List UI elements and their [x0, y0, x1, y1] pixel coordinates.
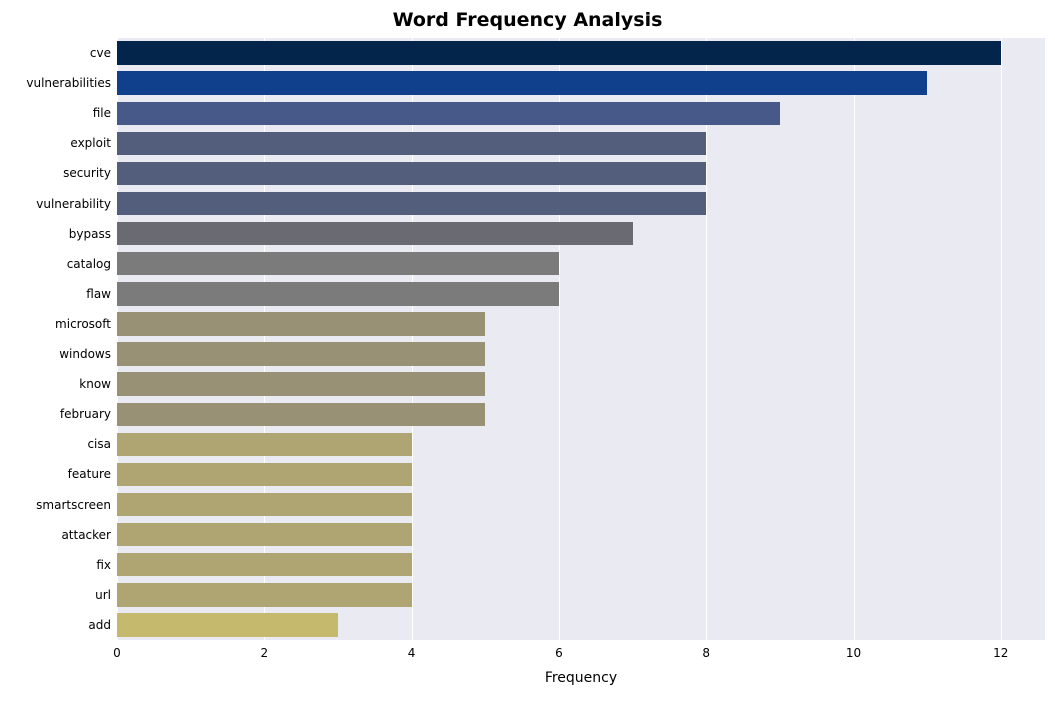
bar: [117, 282, 559, 305]
x-tick-label: 8: [686, 646, 726, 660]
y-tick-label: microsoft: [55, 317, 111, 331]
y-tick-label: bypass: [69, 227, 111, 241]
bar: [117, 132, 706, 155]
bar: [117, 433, 412, 456]
bar: [117, 523, 412, 546]
bar: [117, 403, 485, 426]
gridline: [412, 38, 413, 640]
gridline: [117, 38, 118, 640]
bar: [117, 372, 485, 395]
bar: [117, 41, 1001, 64]
y-tick-label: smartscreen: [36, 498, 111, 512]
x-tick-label: 0: [97, 646, 137, 660]
y-tick-label: attacker: [61, 528, 111, 542]
bar: [117, 71, 927, 94]
plot-area: [117, 38, 1045, 640]
gridline: [854, 38, 855, 640]
bar: [117, 192, 706, 215]
y-tick-label: vulnerabilities: [26, 76, 111, 90]
y-tick-label: add: [88, 618, 111, 632]
x-tick-label: 2: [244, 646, 284, 660]
bar: [117, 162, 706, 185]
bar: [117, 463, 412, 486]
bar: [117, 583, 412, 606]
y-tick-label: exploit: [70, 136, 111, 150]
gridline: [264, 38, 265, 640]
gridline: [1001, 38, 1002, 640]
bar: [117, 613, 338, 636]
y-tick-label: fix: [96, 558, 111, 572]
y-tick-label: windows: [59, 347, 111, 361]
bar: [117, 252, 559, 275]
y-tick-label: security: [63, 166, 111, 180]
x-tick-label: 10: [834, 646, 874, 660]
y-tick-label: url: [95, 588, 111, 602]
y-tick-label: catalog: [67, 257, 111, 271]
y-tick-label: know: [79, 377, 111, 391]
x-axis-label: Frequency: [117, 670, 1045, 686]
y-tick-label: file: [93, 106, 111, 120]
bar: [117, 312, 485, 335]
x-tick-label: 4: [392, 646, 432, 660]
bar: [117, 493, 412, 516]
x-tick-label: 12: [981, 646, 1021, 660]
bar: [117, 222, 633, 245]
y-tick-label: feature: [68, 467, 111, 481]
gridline: [559, 38, 560, 640]
gridline: [706, 38, 707, 640]
y-tick-label: cve: [90, 46, 111, 60]
y-tick-label: cisa: [87, 437, 111, 451]
y-tick-label: vulnerability: [36, 197, 111, 211]
y-tick-label: flaw: [86, 287, 111, 301]
x-tick-label: 6: [539, 646, 579, 660]
chart-figure: Word Frequency Analysis Frequency 0 2 4 6 8 1…: [0, 0, 1055, 701]
y-tick-label: february: [60, 407, 111, 421]
bar: [117, 342, 485, 365]
chart-title: Word Frequency Analysis: [0, 9, 1055, 31]
bar: [117, 102, 780, 125]
bar: [117, 553, 412, 576]
